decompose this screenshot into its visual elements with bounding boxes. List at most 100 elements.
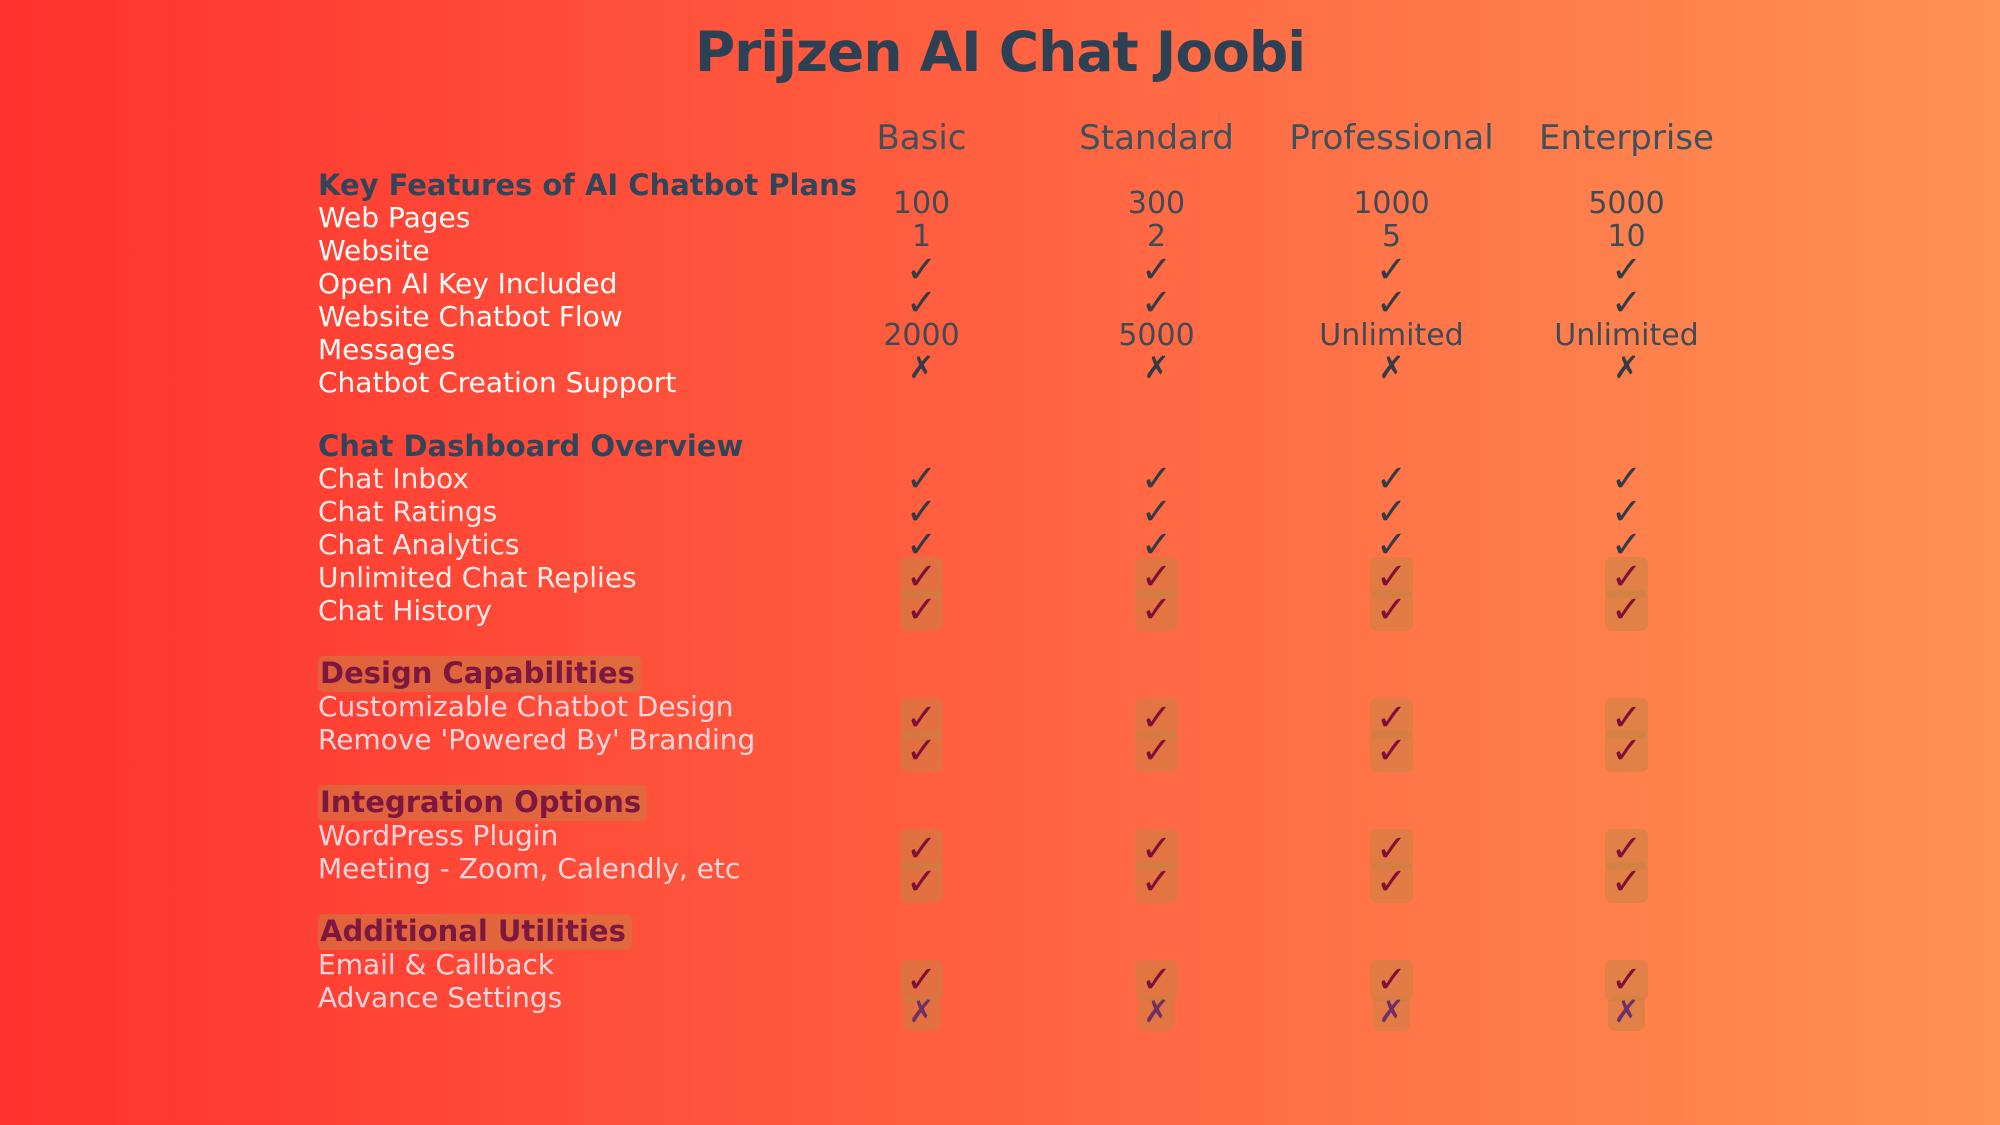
plan-value: 5 xyxy=(1381,218,1402,254)
plan-value: Unlimited xyxy=(1319,317,1464,353)
plan-value-cell: ✗ xyxy=(1509,981,1744,1031)
plan-value-cell: 2 xyxy=(1039,221,1274,267)
section-header: Design Capabilities xyxy=(318,655,1744,692)
plan-value-cell: Unlimited xyxy=(1509,320,1744,366)
cross-icon: ✗ xyxy=(1143,350,1170,386)
cross-icon: ✗ xyxy=(1607,996,1646,1031)
section-header-label: Key Features of AI Chatbot Plans xyxy=(318,167,857,202)
check-icon: ✓ xyxy=(1375,490,1407,533)
plan-value-cell: ✓ xyxy=(1274,819,1509,870)
plan-value-cell: 10 xyxy=(1509,221,1744,267)
feature-label: Website xyxy=(318,234,430,267)
section-header: Chat Dashboard Overview xyxy=(318,429,1744,463)
plan-value-cell: ✓ xyxy=(804,852,1039,903)
plan-value-cell: ✗ xyxy=(1039,981,1274,1031)
plan-value-cell: ✓ xyxy=(1039,557,1274,598)
check-icon: ✓ xyxy=(1375,281,1407,324)
plan-value-cell: ✓ xyxy=(1274,690,1509,739)
plan-value: 1000 xyxy=(1353,185,1430,221)
check-icon: ✓ xyxy=(1610,281,1642,324)
plan-value-cell: ✓ xyxy=(804,251,1039,300)
plan-value-cell: ✓ xyxy=(1509,852,1744,903)
plan-value-cell: 5000 xyxy=(1039,320,1274,366)
plan-value-cell: ✓ xyxy=(1509,723,1744,772)
plan-value: 2 xyxy=(1146,218,1167,254)
feature-label: Advance Settings xyxy=(318,981,563,1014)
check-icon: ✓ xyxy=(1369,862,1413,903)
cross-icon: ✗ xyxy=(908,350,935,386)
section: Chat Dashboard Overview Chat Inbox ✓ ✓ ✓ ✓ Cha… xyxy=(318,429,1748,631)
plan-value-cell: ✗ xyxy=(1509,353,1744,399)
cross-icon: ✗ xyxy=(1613,350,1640,386)
check-icon: ✓ xyxy=(1140,490,1172,533)
check-icon: ✓ xyxy=(1610,523,1642,566)
plan-header-enterprise: Enterprise xyxy=(1539,118,1714,158)
section-header-label: Additional Utilities xyxy=(318,913,632,950)
feature-label: Unlimited Chat Replies xyxy=(318,561,637,594)
check-icon: ✓ xyxy=(1610,490,1642,533)
plan-value-cell: 100 xyxy=(804,188,1039,234)
plan-value-cell: ✓ xyxy=(1274,526,1509,563)
check-icon: ✓ xyxy=(1140,523,1172,566)
check-icon: ✓ xyxy=(905,281,937,324)
feature-label: Remove 'Powered By' Branding xyxy=(318,723,756,756)
plan-value-cell: ✓ xyxy=(1509,690,1744,739)
check-icon: ✓ xyxy=(1134,960,1178,1001)
feature-label: Chat Analytics xyxy=(318,528,520,561)
check-icon: ✓ xyxy=(905,457,937,500)
plan-header-row: Basic Standard Professional Enterprise xyxy=(318,116,1748,160)
plan-value-cell: ✗ xyxy=(1274,981,1509,1031)
check-icon: ✓ xyxy=(1375,457,1407,500)
page-title: Prijzen AI Chat Joobi xyxy=(694,20,1306,84)
section: Integration Options WordPress Plugin ✓ ✓ ✓ ✓ M… xyxy=(318,784,1748,903)
plan-value-cell: ✓ xyxy=(1274,251,1509,300)
plan-value-cell: ✓ xyxy=(804,690,1039,739)
check-icon: ✓ xyxy=(899,960,943,1001)
plan-value-cell: ✓ xyxy=(1509,284,1744,333)
plan-value-cell: ✗ xyxy=(1039,353,1274,399)
plan-value-cell: ✓ xyxy=(804,490,1039,533)
check-icon: ✓ xyxy=(899,590,943,631)
feature-label: Website Chatbot Flow xyxy=(318,300,623,333)
plan-header-standard: Standard xyxy=(1079,118,1234,158)
cross-icon: ✗ xyxy=(1372,996,1411,1031)
plan-value-cell: 2000 xyxy=(804,320,1039,366)
check-icon: ✓ xyxy=(1604,862,1648,903)
check-icon: ✓ xyxy=(905,248,937,291)
plan-value: Unlimited xyxy=(1554,317,1699,353)
plan-header-basic: Basic xyxy=(876,118,967,158)
check-icon: ✓ xyxy=(1369,590,1413,631)
plan-value-cell: ✓ xyxy=(1509,523,1744,566)
feature-label: Open AI Key Included xyxy=(318,267,618,300)
check-icon: ✓ xyxy=(1140,457,1172,500)
plan-value-cell: 5000 xyxy=(1509,188,1744,234)
feature-label: Meeting - Zoom, Calendly, etc xyxy=(318,852,741,885)
check-icon: ✓ xyxy=(905,490,937,533)
check-icon: ✓ xyxy=(1369,731,1413,772)
plan-value: 1 xyxy=(911,218,932,254)
check-icon: ✓ xyxy=(1134,731,1178,772)
plan-value-cell: 1000 xyxy=(1274,188,1509,234)
check-icon: ✓ xyxy=(899,862,943,903)
plan-value-cell: ✓ xyxy=(804,457,1039,500)
plans-grid: Basic Standard Professional Enterprise Key … xyxy=(318,116,1748,1031)
section: Additional Utilities Email & Callback ✓ ✓ ✓ ✓… xyxy=(318,913,1748,1031)
feature-label: Customizable Chatbot Design xyxy=(318,690,734,723)
plan-value-cell: ✓ xyxy=(1509,251,1744,300)
plan-value: 5000 xyxy=(1588,185,1665,221)
plan-value: 10 xyxy=(1607,218,1646,254)
feature-label: Email & Callback xyxy=(318,948,555,981)
plan-value-cell: Unlimited xyxy=(1274,320,1509,366)
section-header-label: Design Capabilities xyxy=(318,655,641,692)
check-icon: ✓ xyxy=(899,731,943,772)
plan-value-cell: ✓ xyxy=(1039,723,1274,772)
cross-icon: ✗ xyxy=(1137,996,1176,1031)
plan-value-cell: ✓ xyxy=(1039,284,1274,333)
check-icon: ✓ xyxy=(1369,960,1413,1001)
plan-value-cell: ✓ xyxy=(1039,251,1274,300)
plan-value-cell: ✗ xyxy=(804,981,1039,1031)
feature-label: Chat Ratings xyxy=(318,495,498,528)
plan-value-cell: ✗ xyxy=(1274,353,1509,399)
section: Key Features of AI Chatbot Plans Web Page… xyxy=(318,167,1748,400)
